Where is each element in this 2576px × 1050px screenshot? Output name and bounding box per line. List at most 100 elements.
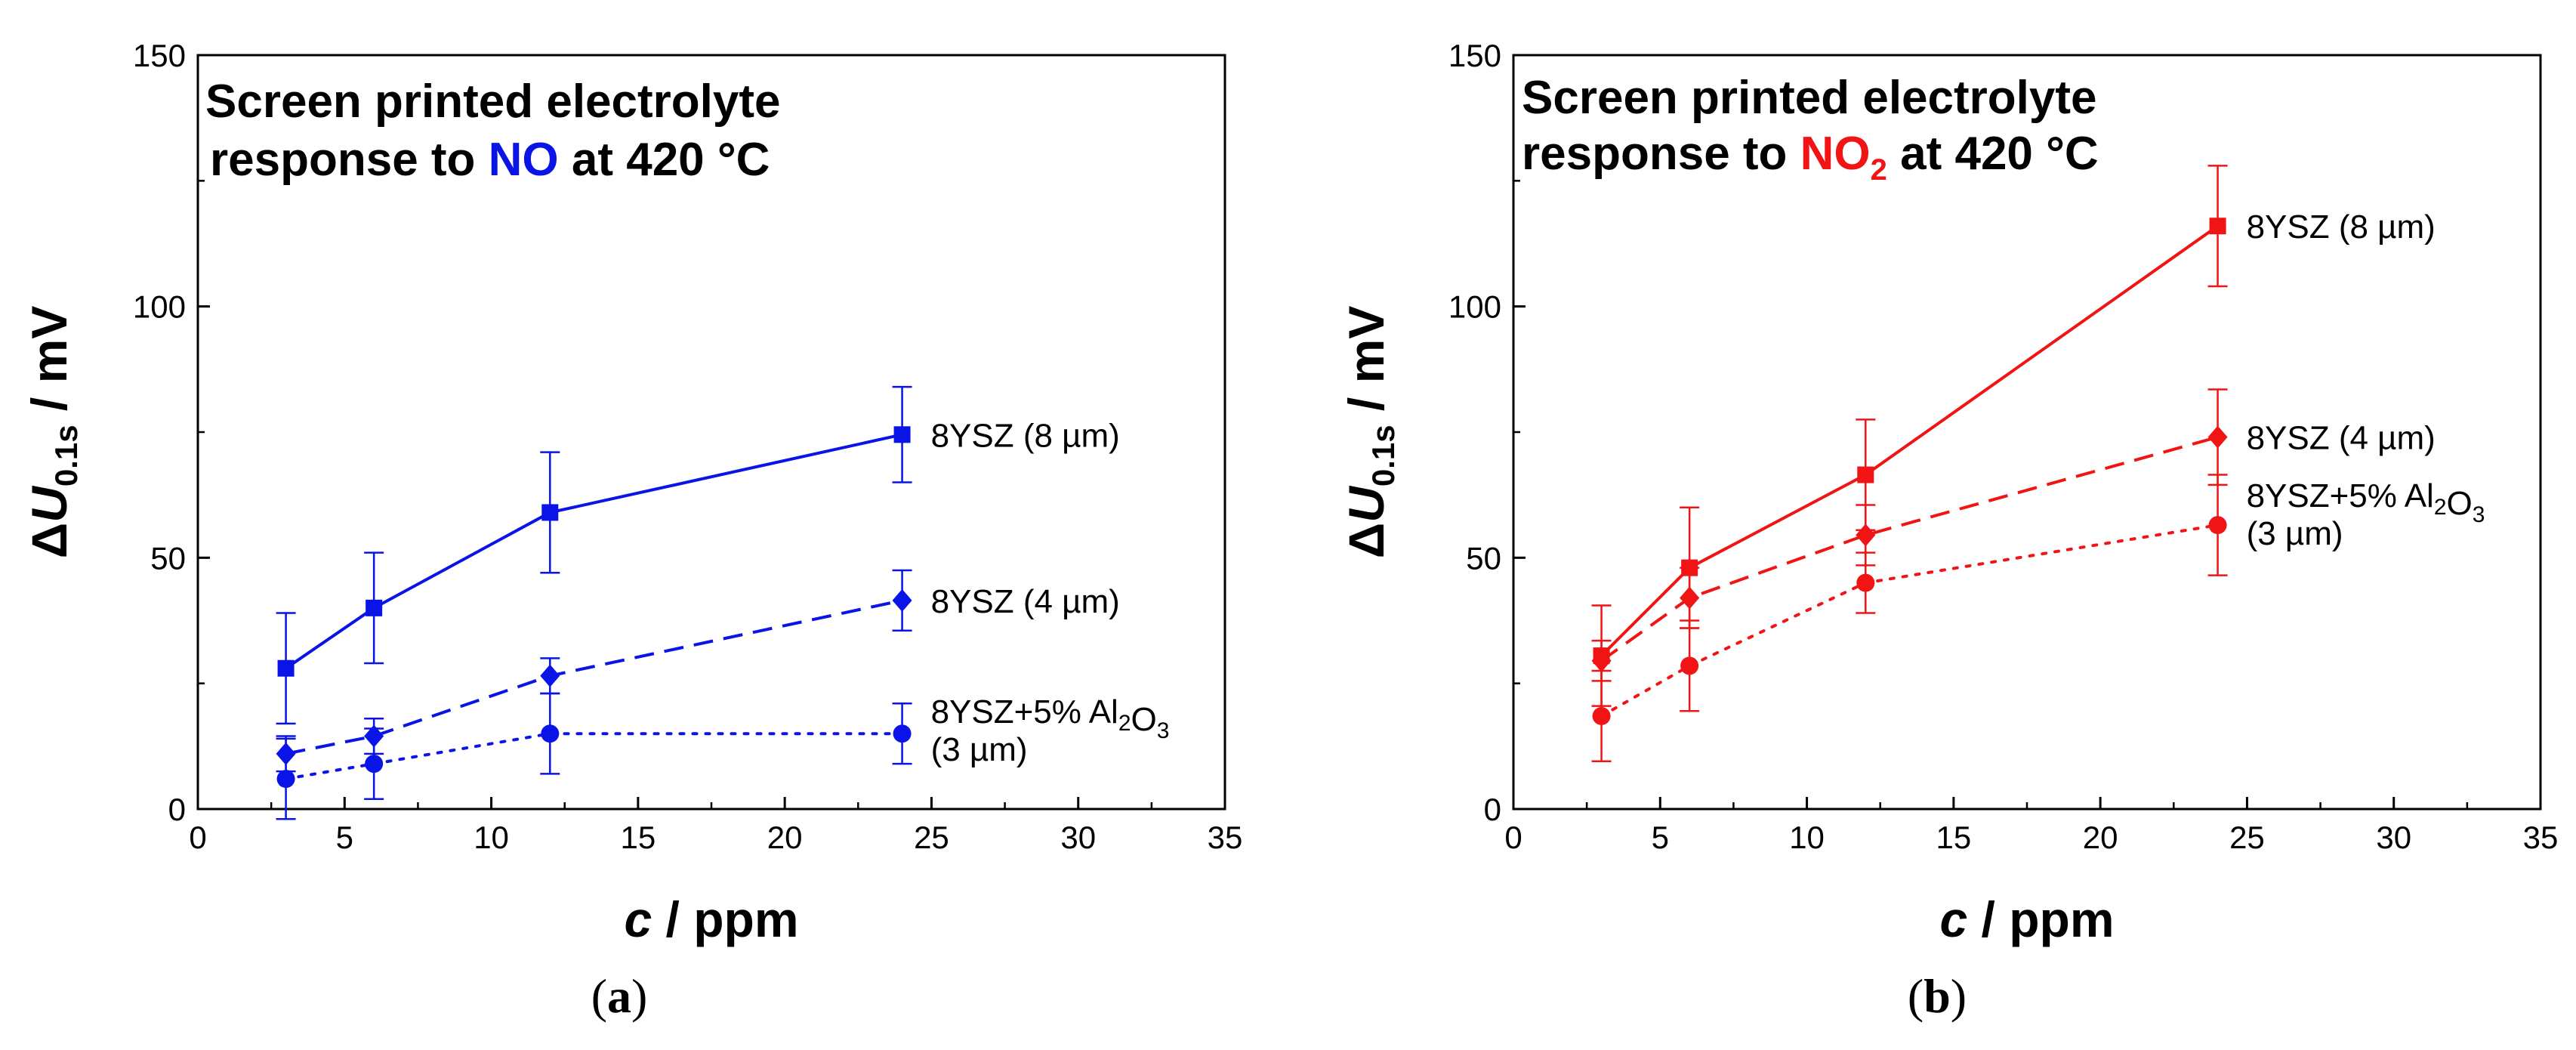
y-axis-delta: Δ — [1338, 523, 1394, 558]
axes: 0 5 10 15 20 25 30 35 0 50 100 150 — [133, 38, 1242, 855]
x-axis-var: c — [624, 891, 652, 947]
y-axis-label: ΔU0.1s / mV — [21, 306, 84, 559]
data-point-circle — [1680, 656, 1699, 675]
panel-caption: (a) — [591, 969, 648, 1023]
series-line — [284, 732, 904, 781]
y-axis-unit: / mV — [1338, 306, 1394, 425]
data-point-square — [277, 659, 295, 677]
x-tick-label: 15 — [1936, 820, 1971, 855]
series-label: 8YSZ (4 µm) — [2247, 420, 2436, 457]
series-line — [1600, 224, 2219, 657]
series-label-line2: (3 µm) — [931, 731, 1028, 768]
x-tick-label: 10 — [474, 820, 509, 855]
title-suffix: at 420 °C — [559, 134, 770, 186]
data-point-circle — [365, 755, 384, 774]
series-line — [285, 598, 902, 755]
y-axis-sub: 0.1s — [1365, 425, 1401, 486]
x-tick-label: 30 — [1060, 820, 1096, 855]
y-axis-unit: / mV — [21, 306, 77, 425]
x-axis-label: c / ppm — [624, 891, 798, 947]
series-label: 8YSZ (8 µm) — [931, 417, 1120, 454]
y-tick-label: 100 — [133, 289, 186, 325]
data-point-diamond — [1680, 586, 1700, 610]
data-point-circle — [2208, 516, 2227, 535]
y-axis-sub: 0.1s — [48, 425, 84, 486]
x-tick-label: 35 — [1208, 820, 1243, 855]
data-point-diamond — [892, 588, 912, 612]
series: 8YSZ+5% Al2O3(3 µm) — [276, 692, 1170, 820]
series-label: 8YSZ (8 µm) — [2247, 208, 2436, 246]
series-line — [285, 433, 903, 670]
title-prefix: response to — [1522, 128, 1800, 180]
y-axis-var: U — [1338, 485, 1394, 523]
series-label: 8YSZ+5% Al2O3 — [2247, 477, 2485, 527]
data-point-circle — [276, 770, 295, 789]
data-point-square — [541, 504, 559, 521]
data-point-circle — [893, 724, 912, 743]
title-suffix: at 420 °C — [1887, 128, 2099, 180]
x-axis-label: c / ppm — [1939, 891, 2114, 947]
data-point-diamond — [1591, 649, 1612, 672]
y-tick-label: 0 — [1484, 792, 1501, 827]
data-point-circle — [1856, 573, 1875, 592]
x-tick-label: 10 — [1789, 820, 1825, 855]
caption-letter: b — [1924, 969, 1951, 1023]
x-tick-label: 0 — [1504, 820, 1522, 855]
series-layer: 8YSZ (8 µm) 8YSZ (4 µm) 8YSZ+5% Al2O3(3 µm… — [1591, 165, 2485, 763]
chart-title-line1: Screen printed electrolyte — [1522, 72, 2097, 124]
data-point-circle — [541, 724, 560, 743]
chart-title-line2: response to NO at 420 °C — [210, 134, 770, 186]
title-gas-sub: 2 — [1871, 153, 1887, 187]
series-layer: 8YSZ (8 µm) 8YSZ (4 µm) 8YSZ+5% Al2O3(3 µm… — [276, 385, 1170, 820]
x-tick-label: 5 — [1652, 820, 1669, 855]
x-tick-label: 25 — [914, 820, 949, 855]
series-label: 8YSZ (4 µm) — [931, 583, 1120, 620]
data-point-square — [893, 426, 911, 443]
title-prefix: response to — [210, 134, 489, 186]
data-point-diamond — [1856, 523, 1876, 547]
chart-title-line2: response to NO2 at 420 °C — [1522, 128, 2099, 187]
series-label-line2: (3 µm) — [2247, 515, 2343, 552]
x-tick-label: 0 — [189, 820, 206, 855]
data-point-diamond — [2207, 425, 2228, 449]
series: 8YSZ (8 µm) — [276, 385, 1120, 725]
data-point-square — [1857, 466, 1874, 483]
series: 8YSZ (4 µm) — [276, 569, 1120, 773]
x-axis-unit: / ppm — [652, 891, 798, 947]
y-tick-label: 100 — [1448, 289, 1501, 325]
x-tick-label: 30 — [2376, 820, 2411, 855]
data-point-diamond — [540, 664, 560, 687]
series: 8YSZ (4 µm) — [1591, 388, 2436, 682]
x-tick-label: 15 — [620, 820, 656, 855]
series-line — [1600, 523, 2220, 718]
data-point-square — [366, 599, 383, 616]
y-tick-label: 50 — [150, 540, 186, 576]
x-tick-label: 25 — [2229, 820, 2265, 855]
y-tick-label: 150 — [1448, 38, 1501, 73]
series: 8YSZ (8 µm) — [1591, 165, 2436, 707]
x-axis-unit: / ppm — [1967, 891, 2114, 947]
y-tick-label: 0 — [168, 792, 186, 827]
y-axis-delta: Δ — [21, 523, 77, 558]
title-gas: NO — [489, 134, 559, 186]
chart-title-line1: Screen printed electrolyte — [205, 76, 781, 128]
data-point-circle — [1592, 706, 1611, 725]
caption-letter: a — [607, 969, 631, 1023]
y-axis-label: ΔU0.1s / mV — [1338, 306, 1401, 559]
y-tick-label: 150 — [133, 38, 186, 73]
x-tick-label: 20 — [767, 820, 803, 855]
axes: 0 5 10 15 20 25 30 35 0 50 100 150 — [1448, 38, 2558, 855]
y-tick-label: 50 — [1466, 540, 1501, 576]
series: 8YSZ+5% Al2O3(3 µm) — [1591, 474, 2485, 763]
x-axis-var: c — [1939, 891, 1967, 947]
series-label: 8YSZ+5% Al2O3 — [931, 693, 1170, 743]
x-tick-label: 20 — [2083, 820, 2118, 855]
title-gas: NO — [1800, 128, 1871, 180]
panel-caption: (b) — [1908, 969, 1967, 1023]
data-point-square — [2209, 218, 2226, 235]
y-axis-var: U — [21, 485, 77, 523]
x-tick-label: 35 — [2523, 820, 2559, 855]
